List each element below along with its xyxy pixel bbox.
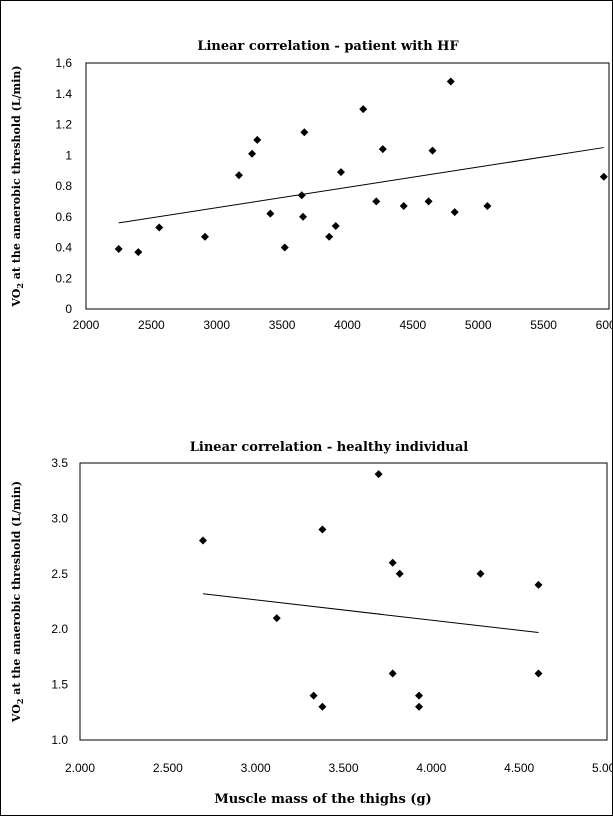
x-tick-label: 3000 [203, 318, 230, 332]
x-tick-label: 2500 [138, 318, 165, 332]
y-tick-label: 0.2 [55, 271, 72, 285]
data-point [378, 145, 387, 154]
data-point [248, 149, 257, 158]
data-point [309, 691, 318, 700]
y-tick-label: 0.4 [55, 241, 72, 255]
plot-area [85, 62, 610, 310]
chart-healthy: Linear correlation - healthy individual … [10, 440, 613, 807]
data-point [299, 212, 308, 221]
x-tick-label: 2.000 [65, 761, 95, 775]
x-axis-label: Muscle mass of the thighs (g) [214, 792, 431, 807]
data-point [450, 208, 459, 217]
y-tick-label: 1.0 [51, 733, 68, 747]
y-tick-label: 2.0 [51, 622, 68, 636]
data-point [272, 614, 281, 623]
data-point [415, 702, 424, 711]
chart-title: Linear correlation - patient with HF [197, 39, 459, 54]
data-point [446, 77, 455, 86]
y-tick-label: 1.4 [55, 87, 72, 101]
x-tick-label: 5500 [530, 318, 557, 332]
x-tick-label: 4.500 [504, 761, 534, 775]
y-tick-label: 3.0 [51, 511, 68, 525]
data-point [534, 580, 543, 589]
trendline [118, 147, 604, 224]
data-point [359, 105, 368, 114]
y-tick-label: 0.8 [55, 179, 72, 193]
data-point [297, 191, 306, 200]
data-point [331, 221, 340, 230]
trendline [202, 593, 539, 634]
data-point [336, 168, 345, 177]
data-point [266, 209, 275, 218]
y-tick-label: 0 [65, 302, 72, 316]
data-point [134, 248, 143, 257]
data-point [200, 232, 209, 241]
y-tick-label: 1.2 [55, 118, 72, 132]
x-tick-label: 2000 [73, 318, 100, 332]
y-tick-label: 3.5 [51, 456, 68, 470]
data-point [318, 525, 327, 534]
data-point [395, 569, 404, 578]
data-point [155, 223, 164, 232]
data-point [234, 171, 243, 180]
data-point [253, 135, 262, 144]
y-tick-label: 2.5 [51, 567, 68, 581]
data-point [428, 146, 437, 155]
data-point [424, 197, 433, 206]
data-point [476, 569, 485, 578]
chart-hf: Linear correlation - patient with HF 200… [10, 39, 613, 332]
x-tick-label: 2.500 [153, 761, 183, 775]
data-point [300, 128, 309, 137]
data-point [534, 669, 543, 678]
data-point [318, 702, 327, 711]
x-tick-label: 3.000 [241, 761, 271, 775]
data-point [325, 232, 334, 241]
data-point [374, 470, 383, 479]
data-point [372, 197, 381, 206]
y-tick-label: 1 [65, 148, 72, 162]
data-point [399, 201, 408, 210]
x-tick-label: 3.500 [328, 761, 358, 775]
data-point [483, 201, 492, 210]
y-axis-label: VO2 at the anaerobic threshold (L/min) [10, 65, 25, 307]
data-point [388, 669, 397, 678]
y-axis-label: VO2 at the anaerobic threshold (L/min) [10, 481, 25, 723]
x-tick-label: 5000 [465, 318, 492, 332]
x-tick-label: 4000 [334, 318, 361, 332]
y-tick-label: 1.5 [51, 678, 68, 692]
data-point [388, 558, 397, 567]
x-tick-label: 4500 [400, 318, 427, 332]
data-point [280, 243, 289, 252]
data-point [415, 691, 424, 700]
x-tick-label: 4.000 [416, 761, 446, 775]
x-tick-label: 3500 [269, 318, 296, 332]
data-point [599, 172, 608, 181]
y-tick-label: 0.6 [55, 210, 72, 224]
chart-title: Linear correlation - healthy individual [190, 440, 469, 455]
data-point [198, 536, 207, 545]
x-tick-label: 5.000 [592, 761, 613, 775]
data-point [114, 245, 123, 254]
y-tick-label: 1,6 [55, 56, 72, 70]
plot-area [79, 462, 608, 741]
